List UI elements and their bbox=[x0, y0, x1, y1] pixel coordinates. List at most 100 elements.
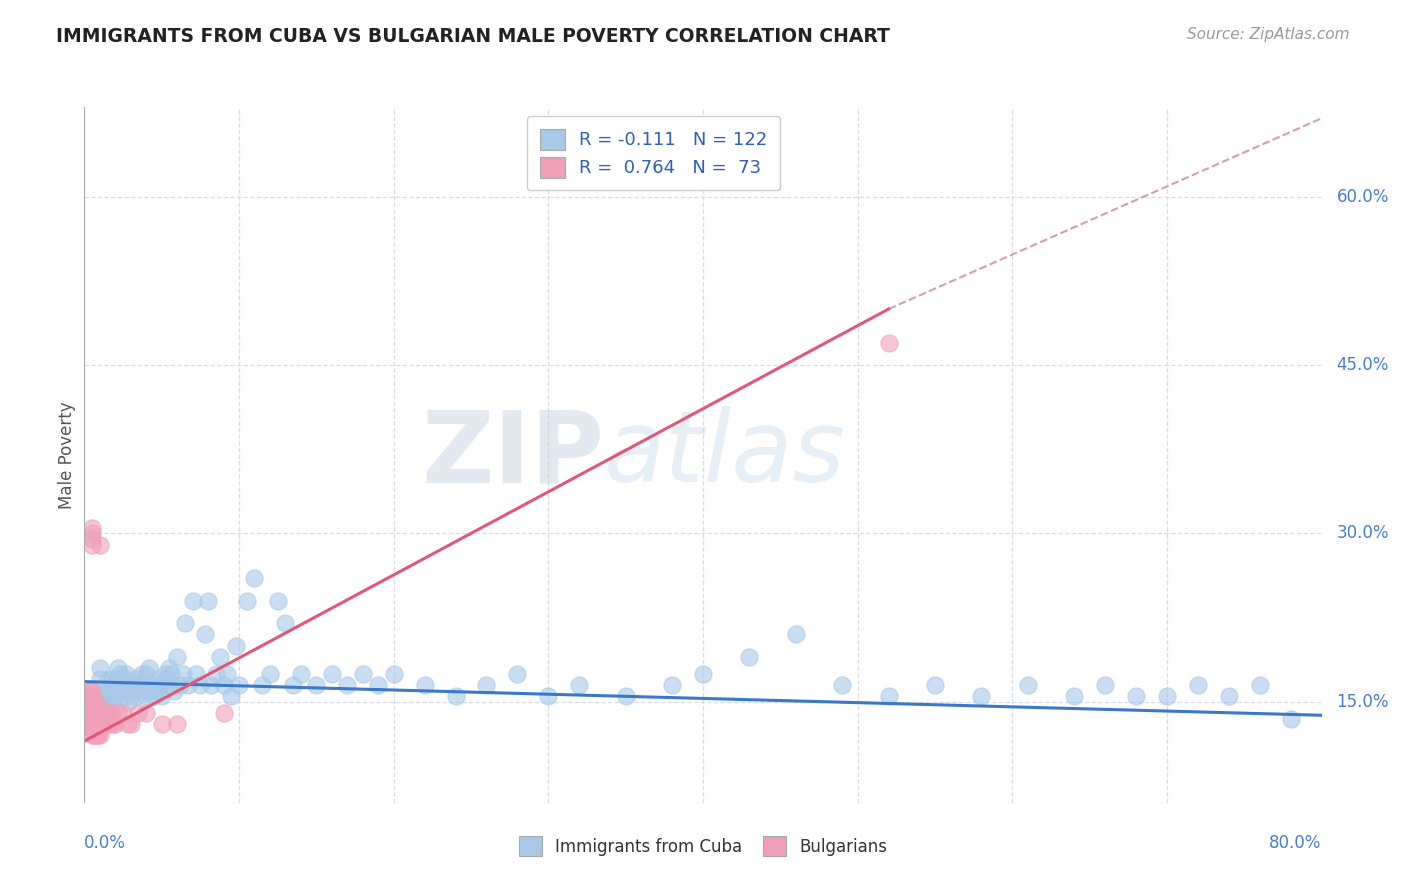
Point bbox=[131, 666, 153, 681]
Point bbox=[87, 706, 110, 720]
Text: ZIP: ZIP bbox=[422, 407, 605, 503]
Point bbox=[1279, 712, 1302, 726]
Point bbox=[250, 678, 273, 692]
Text: IMMIGRANTS FROM CUBA VS BULGARIAN MALE POVERTY CORRELATION CHART: IMMIGRANTS FROM CUBA VS BULGARIAN MALE P… bbox=[56, 27, 890, 45]
Point bbox=[135, 706, 157, 720]
Point bbox=[166, 717, 188, 731]
Point bbox=[84, 729, 107, 743]
Point bbox=[215, 666, 238, 681]
Point bbox=[336, 678, 359, 692]
Point bbox=[475, 678, 498, 692]
Point bbox=[86, 717, 108, 731]
Point bbox=[738, 649, 761, 664]
Point bbox=[235, 594, 259, 608]
Point bbox=[112, 706, 135, 720]
Point bbox=[91, 717, 114, 731]
Text: Source: ZipAtlas.com: Source: ZipAtlas.com bbox=[1187, 27, 1350, 42]
Point bbox=[1218, 689, 1240, 703]
Point bbox=[127, 706, 149, 720]
Point bbox=[77, 683, 100, 698]
Point bbox=[86, 723, 108, 737]
Point bbox=[692, 666, 714, 681]
Y-axis label: Male Poverty: Male Poverty bbox=[58, 401, 76, 508]
Text: 0.0%: 0.0% bbox=[84, 834, 127, 852]
Point bbox=[98, 683, 121, 698]
Point bbox=[1249, 678, 1271, 692]
Point bbox=[228, 678, 250, 692]
Point bbox=[100, 695, 122, 709]
Point bbox=[146, 678, 169, 692]
Point bbox=[148, 683, 170, 698]
Point bbox=[86, 706, 108, 720]
Point bbox=[197, 594, 219, 608]
Point bbox=[100, 717, 122, 731]
Point bbox=[174, 616, 197, 631]
Point bbox=[124, 673, 146, 687]
Point bbox=[225, 639, 247, 653]
Point bbox=[82, 717, 104, 731]
Point bbox=[163, 683, 186, 698]
Point bbox=[107, 706, 129, 720]
Point bbox=[104, 717, 127, 731]
Point bbox=[831, 678, 853, 692]
Point bbox=[77, 717, 100, 731]
Point bbox=[118, 683, 141, 698]
Point bbox=[89, 729, 111, 743]
Point bbox=[112, 689, 135, 703]
Point bbox=[413, 678, 436, 692]
Point bbox=[82, 521, 104, 535]
Point bbox=[83, 729, 105, 743]
Point bbox=[107, 683, 129, 698]
Point bbox=[177, 678, 200, 692]
Point bbox=[90, 717, 112, 731]
Point bbox=[877, 335, 900, 350]
Point bbox=[82, 712, 104, 726]
Point bbox=[86, 695, 108, 709]
Point bbox=[785, 627, 807, 641]
Point bbox=[93, 683, 115, 698]
Point bbox=[117, 695, 139, 709]
Point bbox=[877, 689, 900, 703]
Point bbox=[159, 678, 180, 692]
Point bbox=[188, 678, 211, 692]
Point bbox=[79, 712, 101, 726]
Point bbox=[114, 673, 136, 687]
Point bbox=[382, 666, 405, 681]
Point bbox=[96, 717, 118, 731]
Point bbox=[105, 673, 128, 687]
Point bbox=[267, 594, 290, 608]
Point bbox=[82, 706, 104, 720]
Point bbox=[1017, 678, 1039, 692]
Point bbox=[76, 706, 98, 720]
Point bbox=[94, 706, 117, 720]
Point bbox=[352, 666, 374, 681]
Point bbox=[94, 717, 117, 731]
Point bbox=[661, 678, 683, 692]
Point bbox=[122, 678, 145, 692]
Point bbox=[153, 666, 176, 681]
Point bbox=[101, 683, 124, 698]
Point bbox=[205, 666, 228, 681]
Point bbox=[219, 689, 242, 703]
Point bbox=[83, 706, 105, 720]
Point bbox=[110, 683, 132, 698]
Point bbox=[83, 723, 105, 737]
Point bbox=[924, 678, 946, 692]
Point bbox=[212, 706, 235, 720]
Point bbox=[155, 673, 177, 687]
Point bbox=[87, 729, 110, 743]
Point bbox=[194, 627, 217, 641]
Point bbox=[160, 666, 183, 681]
Point bbox=[91, 695, 114, 709]
Point bbox=[103, 717, 125, 731]
Point bbox=[367, 678, 389, 692]
Point bbox=[89, 661, 111, 675]
Point bbox=[89, 673, 111, 687]
Point bbox=[150, 689, 173, 703]
Point bbox=[77, 695, 100, 709]
Point bbox=[181, 594, 204, 608]
Point bbox=[84, 706, 107, 720]
Point bbox=[82, 683, 104, 698]
Point bbox=[101, 673, 124, 687]
Point bbox=[259, 666, 281, 681]
